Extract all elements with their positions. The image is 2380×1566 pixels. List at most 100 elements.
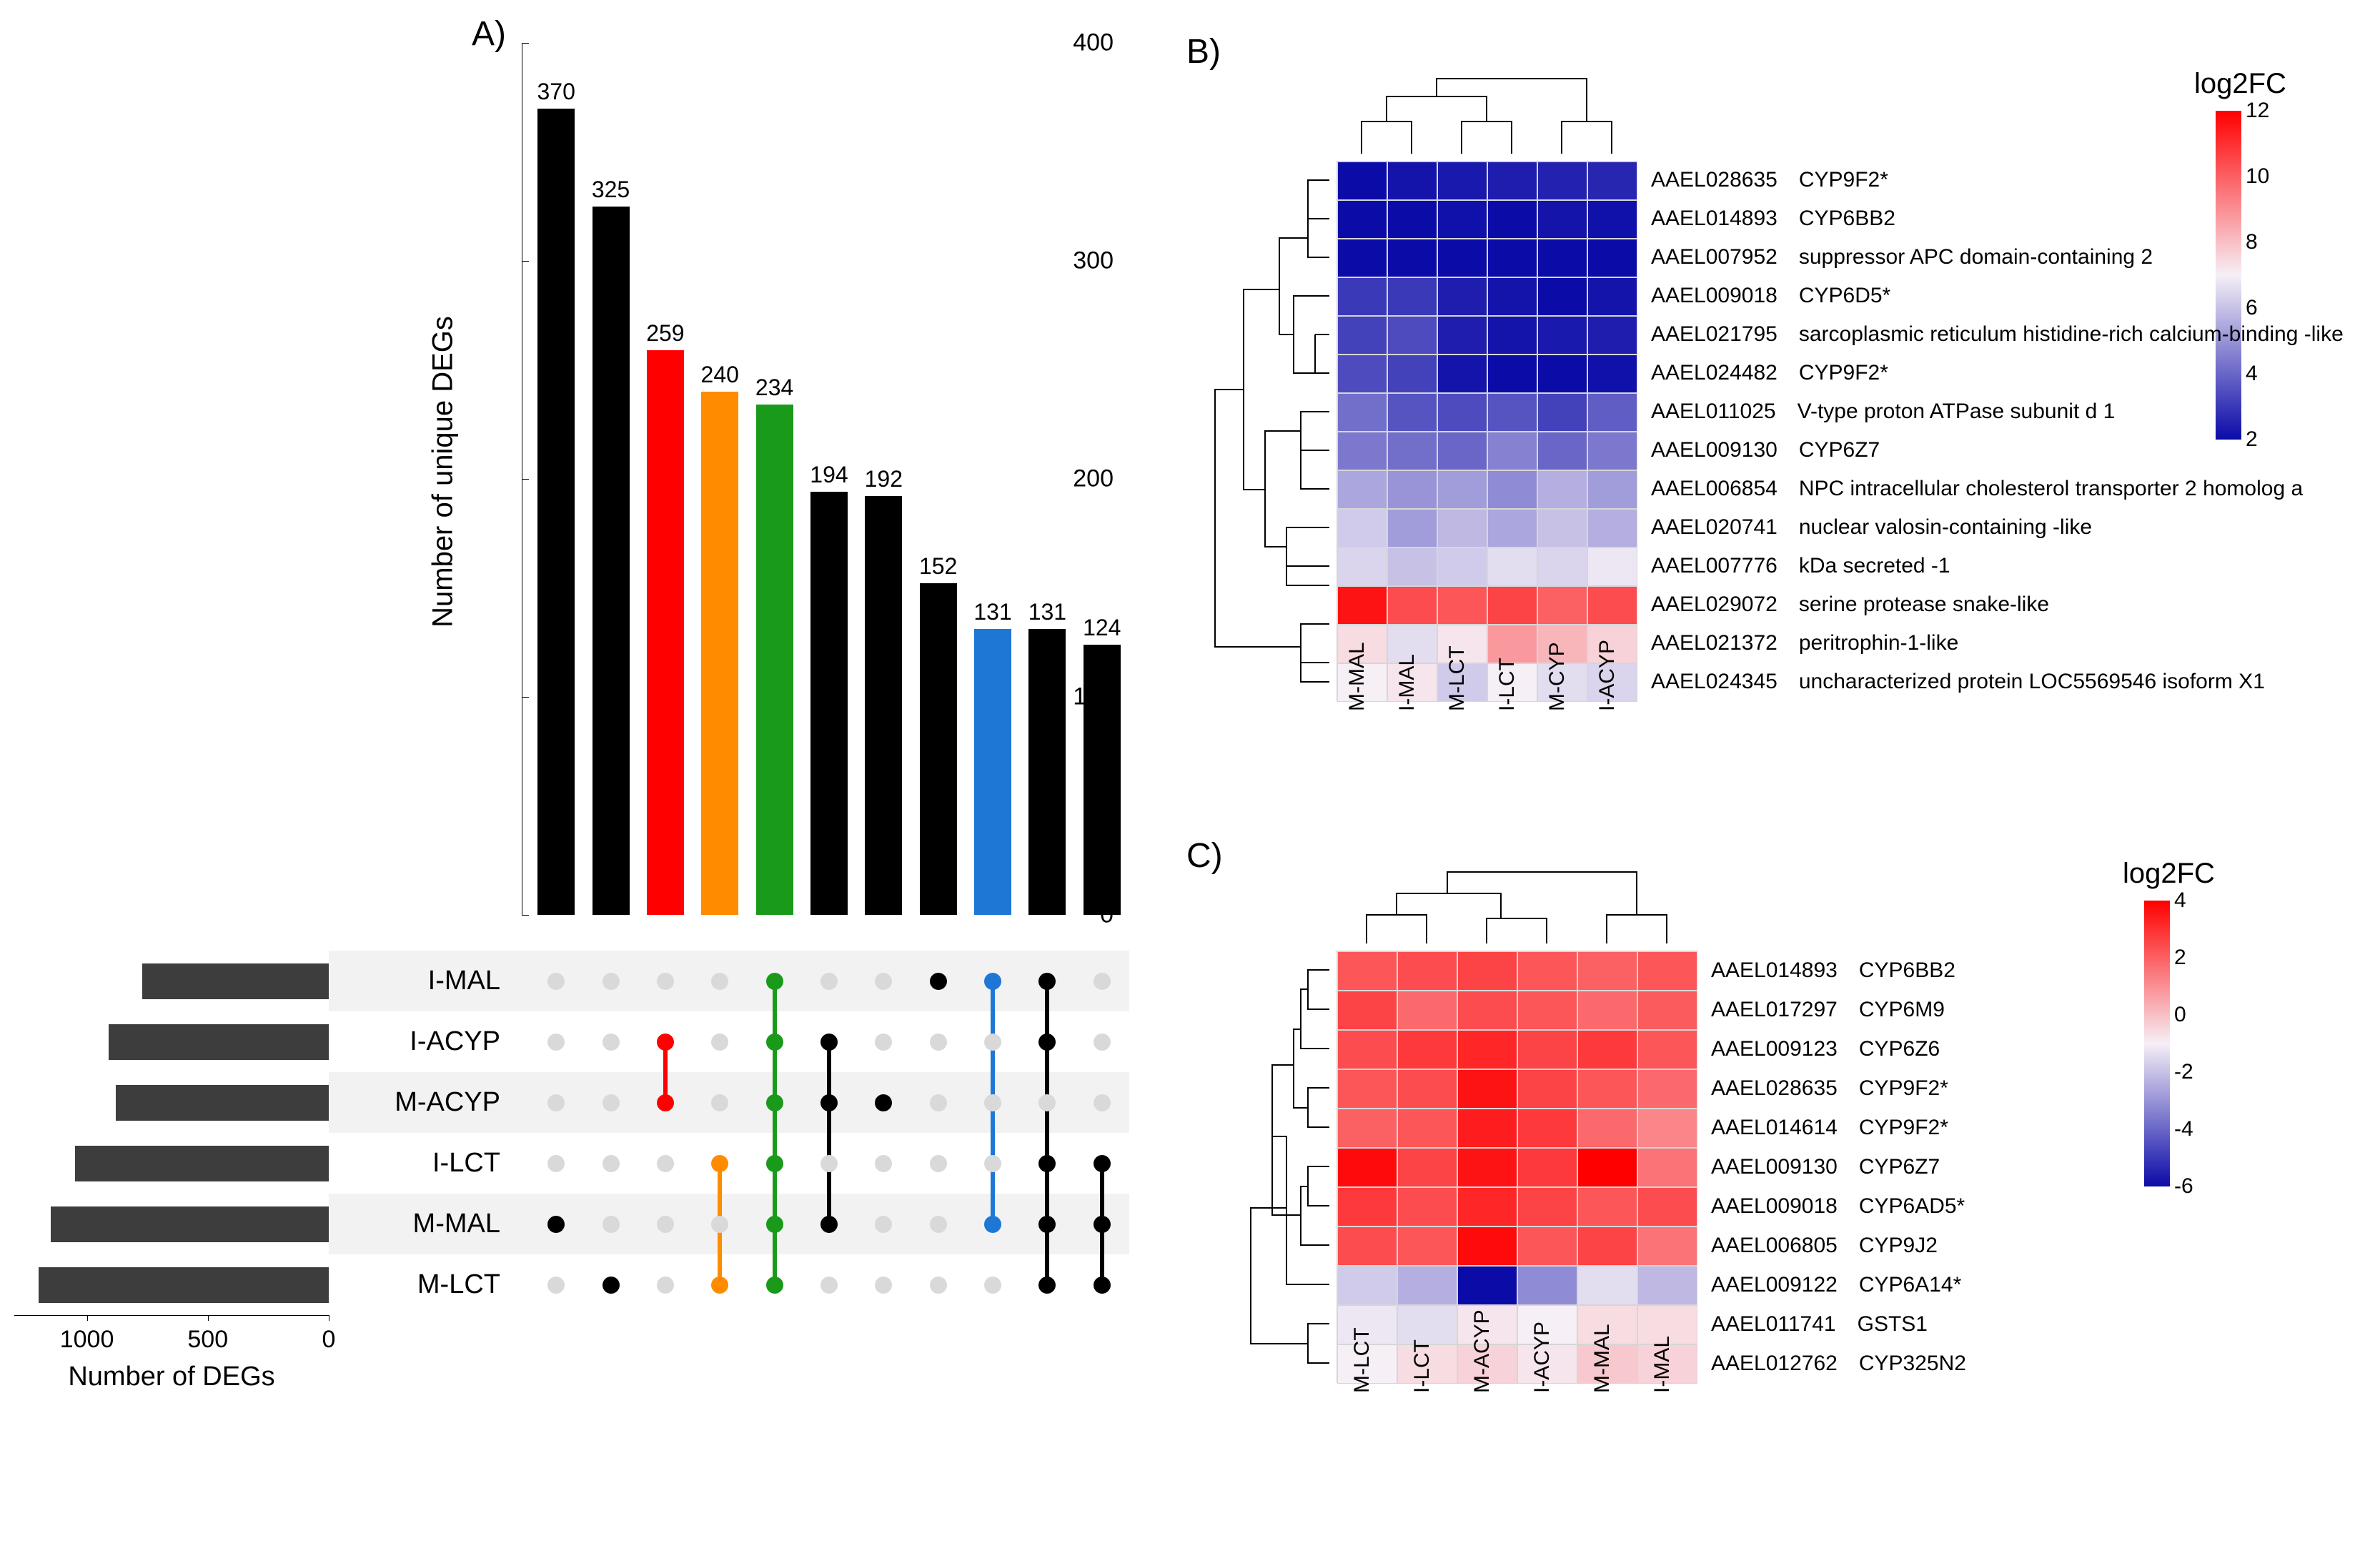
upset-dot-active [875,1094,892,1111]
upset-dot-inactive [657,1155,674,1172]
heatmap-cell [1587,393,1637,432]
heatmap-cell [1487,200,1537,239]
heatmap-B-col-dendrogram [1337,68,1644,154]
gene-name: CYP6A14* [1859,1273,1961,1297]
upset-dot-active [766,1155,783,1172]
upset-connector [827,1042,831,1224]
upset-dot-inactive [930,1216,947,1233]
upset-dot-inactive [711,1094,728,1111]
upset-dot-inactive [820,1277,838,1294]
heatmap-cell [1577,1148,1637,1187]
upset-bar-fill [592,207,630,915]
upset-dot-inactive [547,1277,565,1294]
colorbar-tick: -6 [2174,1174,2193,1199]
heatmap-col-label: M-LCT [1350,1327,1374,1393]
upset-y-tick-label: 200 [1073,465,1114,493]
heatmap-row-label: AAEL007776kDa secreted -1 [1651,547,1950,585]
heatmap-cell [1487,316,1537,355]
gene-name: CYP6BB2 [1799,207,1895,231]
heatmap-B-colorbar: 24681012 [2216,111,2241,440]
heatmap-cell [1337,1187,1397,1226]
gene-name: sarcoplasmic reticulum histidine-rich ca… [1799,322,2344,347]
upset-dot-inactive [603,973,620,990]
heatmap-col-label: I-MAL [1395,654,1419,711]
gene-id: AAEL011025 [1651,400,1776,424]
set-size-xtick-label: 0 [322,1326,336,1354]
gene-id: AAEL021372 [1651,631,1777,655]
gene-id: AAEL017297 [1711,998,1838,1022]
upset-y-tick [522,43,529,44]
heatmap-row-label: AAEL029072serine protease snake-like [1651,585,2049,624]
upset-dot-active [711,1277,728,1294]
gene-id: AAEL011741 [1711,1312,1836,1337]
heatmap-cell [1637,951,1697,991]
gene-id: AAEL014893 [1711,958,1838,983]
heatmap-cell [1457,1069,1517,1109]
upset-dot-inactive [984,1034,1001,1051]
upset-dot-inactive [711,1216,728,1233]
upset-bar-value: 152 [919,553,957,580]
heatmap-cell [1577,991,1637,1030]
heatmap-cell [1387,239,1437,277]
heatmap-cell [1397,951,1457,991]
upset-dot-active [1094,1155,1111,1172]
heatmap-cell [1487,547,1537,586]
upset-dot-active [1038,1155,1056,1172]
heatmap-cell [1487,277,1537,316]
heatmap-row-label: AAEL009130CYP6Z7 [1711,1147,1940,1186]
upset-dot-active [1094,1277,1111,1294]
heatmap-cell [1397,1226,1457,1266]
heatmap-cell [1537,355,1587,393]
heatmap-col-label: M-MAL [1590,1324,1615,1393]
heatmap-cell [1517,1069,1577,1109]
upset-bar-plot: Number of unique DEGs 370325259240234194… [529,43,1129,915]
panel-label-B: B) [1186,32,1221,71]
upset-dot-active [657,1094,674,1111]
heatmap-cell [1537,432,1587,470]
heatmap-cell [1437,547,1487,586]
heatmap-cell [1337,1069,1397,1109]
heatmap-cell [1587,509,1637,547]
set-size-xtick-label: 500 [187,1326,228,1354]
upset-bar: 194 [810,492,848,915]
heatmap-cell [1387,432,1437,470]
upset-dot-inactive [547,1034,565,1051]
colorbar-tick: 2 [2174,946,2186,970]
colorbar-gradient [2216,111,2241,440]
upset-dot-inactive [984,1277,1001,1294]
upset-matrix: I-MALI-ACYPM-ACYPI-LCTM-MALM-LCT [329,951,1129,1315]
upset-dot-inactive [711,1034,728,1051]
heatmap-col-label: M-LCT [1445,645,1469,711]
heatmap-row-label: AAEL012762CYP325N2 [1711,1344,1966,1383]
heatmap-cell [1337,991,1397,1030]
heatmap-cell [1487,239,1537,277]
upset-dot-inactive [711,973,728,990]
heatmap-cell [1587,470,1637,509]
heatmap-col-label: I-ACYP [1595,640,1620,711]
upset-bar-fill [974,629,1011,915]
upset-dot-inactive [547,1155,565,1172]
gene-id: AAEL012762 [1711,1352,1838,1376]
heatmap-cell [1387,393,1437,432]
upset-set-row-label: I-LCT [329,1133,515,1194]
upset-set-row-label: I-MAL [329,951,515,1011]
gene-name: CYP6M9 [1859,998,1945,1022]
set-size-xtick [87,1315,88,1321]
upset-connector [773,981,777,1285]
upset-dot-inactive [603,1094,620,1111]
gene-id: AAEL006805 [1711,1234,1838,1258]
upset-connector [1045,981,1049,1285]
heatmap-cell [1437,277,1487,316]
gene-id: AAEL007952 [1651,245,1777,269]
set-size-bar [75,1146,329,1181]
heatmap-cell [1637,1030,1697,1069]
upset-bar-fill [537,109,575,916]
heatmap-col-label: I-MAL [1650,1336,1675,1393]
upset-bar: 234 [756,405,793,915]
colorbar-tick: 10 [2246,164,2269,189]
upset-dot-inactive [657,1216,674,1233]
set-size-xtick [208,1315,209,1321]
heatmap-cell [1487,355,1537,393]
upset-bar: 240 [701,392,738,915]
heatmap-cell [1397,1187,1457,1226]
